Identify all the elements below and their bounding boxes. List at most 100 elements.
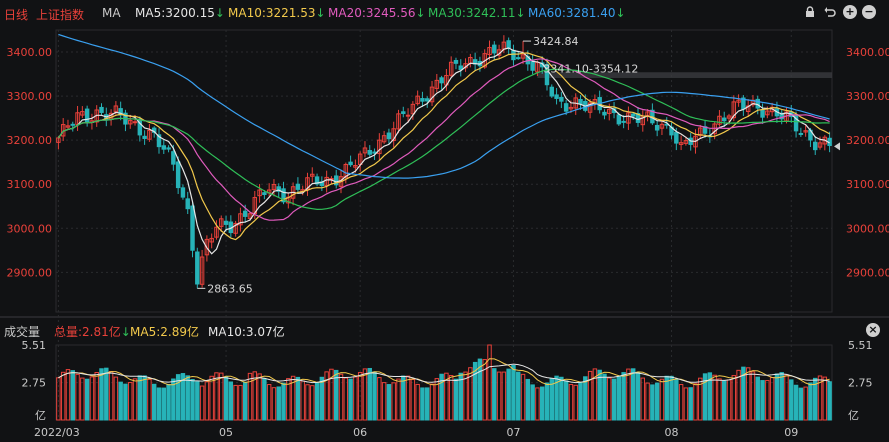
candle-body [252,197,258,215]
volume-bar [726,379,732,421]
candle-body [353,165,358,168]
candle-body [401,111,406,114]
volume-bar [808,382,813,421]
candle-body [185,198,190,210]
candle-body [702,126,708,134]
volume-bar [247,372,253,421]
candle-body [793,114,799,132]
candle-body [391,128,396,142]
price-tick-label: 3100.00 [7,178,53,191]
volume-bar [271,387,277,421]
volume-bar [769,377,775,421]
volume-bar [626,368,631,421]
volume-tick-label: 5.51 [848,339,873,352]
candle-body [171,151,176,165]
volume-bar [817,375,823,421]
volume-bar [765,380,770,421]
candle-body [362,147,368,154]
price-tick-label: 3200.00 [7,134,53,147]
candle-body [645,111,650,117]
candle-body [108,112,114,120]
candle-body [290,186,296,199]
candle-body [659,123,665,129]
candle-body [544,64,550,86]
ma-line-ma10 [57,52,830,241]
volume-bar [372,371,377,421]
volume-bar [142,375,147,421]
volume-bar [774,373,780,421]
candle-body [621,120,626,123]
candle-body [635,113,641,123]
candle-body [492,44,497,54]
candle-body [223,220,229,225]
zoom-in-icon[interactable]: + [843,5,857,19]
volume-bar [784,374,789,421]
volume-bar [501,371,507,421]
volume-bar [717,378,722,421]
volume-bar [132,378,138,421]
volume-tick-label: 亿 [848,409,859,422]
lock-icon[interactable] [803,5,817,19]
volume-close-icon[interactable]: × [866,323,880,337]
period-label[interactable]: 日线 [4,8,29,22]
time-tick-label: 09 [784,426,798,439]
volume-bar [554,375,559,421]
candle-body [726,115,732,119]
candle-body [487,47,492,56]
volume-bar [750,371,756,421]
down-arrow-icon: ↓ [615,6,626,20]
ma30-readout: MA30:3242.11↓ [428,6,526,20]
candle-body [75,112,80,125]
price-tick-label: 3300.00 [846,90,889,103]
candle-body [410,103,416,115]
volume-bar [813,377,818,421]
candle-body [338,176,344,187]
candle-body [693,135,698,148]
volume-bar [698,377,703,421]
candle-body [563,103,569,112]
volume-bar [420,387,425,421]
volume-bar [559,376,564,421]
volume-bar [621,372,626,421]
index-name[interactable]: 上证指数 [36,8,85,22]
volume-bar [583,376,588,421]
candle-body [319,181,325,186]
volume-bar [386,384,392,421]
candle-body [233,222,238,234]
undo-icon[interactable] [823,5,837,19]
ma5-value: MA5:3200.15 [135,6,215,20]
candle-body [745,105,751,113]
volume-bar [333,369,339,421]
candle-body [214,226,219,238]
indicator-label[interactable]: MA [102,6,121,20]
price-tick-label: 3200.00 [846,134,889,147]
volume-bar [410,379,416,421]
candle-body [180,187,186,198]
candle-body [506,40,511,49]
volume-bar [190,378,195,421]
volume-bar [731,375,737,421]
zoom-out-icon[interactable]: − [862,5,876,19]
volume-bar [745,367,751,421]
candle-body [482,53,487,68]
volume-bar [439,373,444,421]
volume-bar [219,372,224,421]
volume-bar [477,358,483,421]
volume-title: 成交量 [4,325,41,339]
volume-bar [789,379,794,421]
volume-bar [123,383,128,421]
candle-body [539,62,545,68]
candle-body [175,161,181,189]
candle-body [310,173,315,177]
candle-body [664,123,669,126]
volume-bar [185,375,190,421]
candle-body [808,129,813,141]
volume-bar [233,384,238,421]
candle-body [348,161,353,166]
candle-body [295,183,301,190]
candle-body [549,86,555,97]
candle-body [113,105,119,113]
candle-body [257,189,262,197]
price-tick-label: 2900.00 [846,266,889,279]
